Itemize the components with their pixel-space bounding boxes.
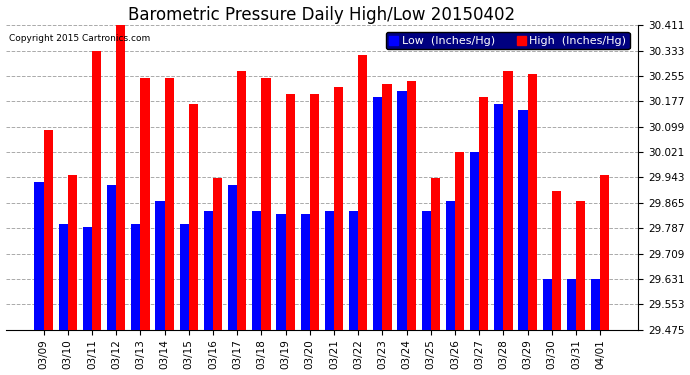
Bar: [59, 224, 68, 330]
Bar: [494, 104, 504, 330]
Bar: [213, 178, 222, 330]
Bar: [228, 185, 237, 330]
Bar: [140, 78, 150, 330]
Legend: Low  (Inches/Hg), High  (Inches/Hg): Low (Inches/Hg), High (Inches/Hg): [386, 32, 629, 49]
Bar: [262, 78, 270, 330]
Bar: [422, 211, 431, 330]
Bar: [542, 279, 552, 330]
Bar: [552, 192, 561, 330]
Bar: [567, 279, 576, 330]
Bar: [252, 211, 262, 330]
Bar: [373, 97, 382, 330]
Bar: [310, 94, 319, 330]
Bar: [518, 110, 528, 330]
Bar: [83, 227, 92, 330]
Bar: [301, 214, 310, 330]
Bar: [591, 279, 600, 330]
Bar: [334, 87, 343, 330]
Bar: [446, 201, 455, 330]
Bar: [107, 185, 116, 330]
Bar: [528, 74, 537, 330]
Bar: [204, 211, 213, 330]
Bar: [68, 175, 77, 330]
Bar: [131, 224, 140, 330]
Bar: [455, 152, 464, 330]
Bar: [164, 78, 174, 330]
Bar: [504, 71, 513, 330]
Bar: [189, 104, 198, 330]
Bar: [397, 90, 406, 330]
Bar: [179, 224, 189, 330]
Text: Copyright 2015 Cartronics.com: Copyright 2015 Cartronics.com: [9, 34, 150, 43]
Bar: [43, 130, 52, 330]
Bar: [116, 26, 126, 330]
Bar: [34, 182, 43, 330]
Bar: [325, 211, 334, 330]
Bar: [286, 94, 295, 330]
Bar: [406, 81, 416, 330]
Bar: [358, 55, 367, 330]
Bar: [600, 175, 609, 330]
Bar: [155, 201, 164, 330]
Bar: [576, 201, 585, 330]
Bar: [237, 71, 246, 330]
Bar: [470, 152, 480, 330]
Bar: [277, 214, 286, 330]
Bar: [92, 51, 101, 330]
Bar: [431, 178, 440, 330]
Bar: [382, 84, 392, 330]
Bar: [480, 97, 489, 330]
Title: Barometric Pressure Daily High/Low 20150402: Barometric Pressure Daily High/Low 20150…: [128, 6, 515, 24]
Bar: [349, 211, 358, 330]
